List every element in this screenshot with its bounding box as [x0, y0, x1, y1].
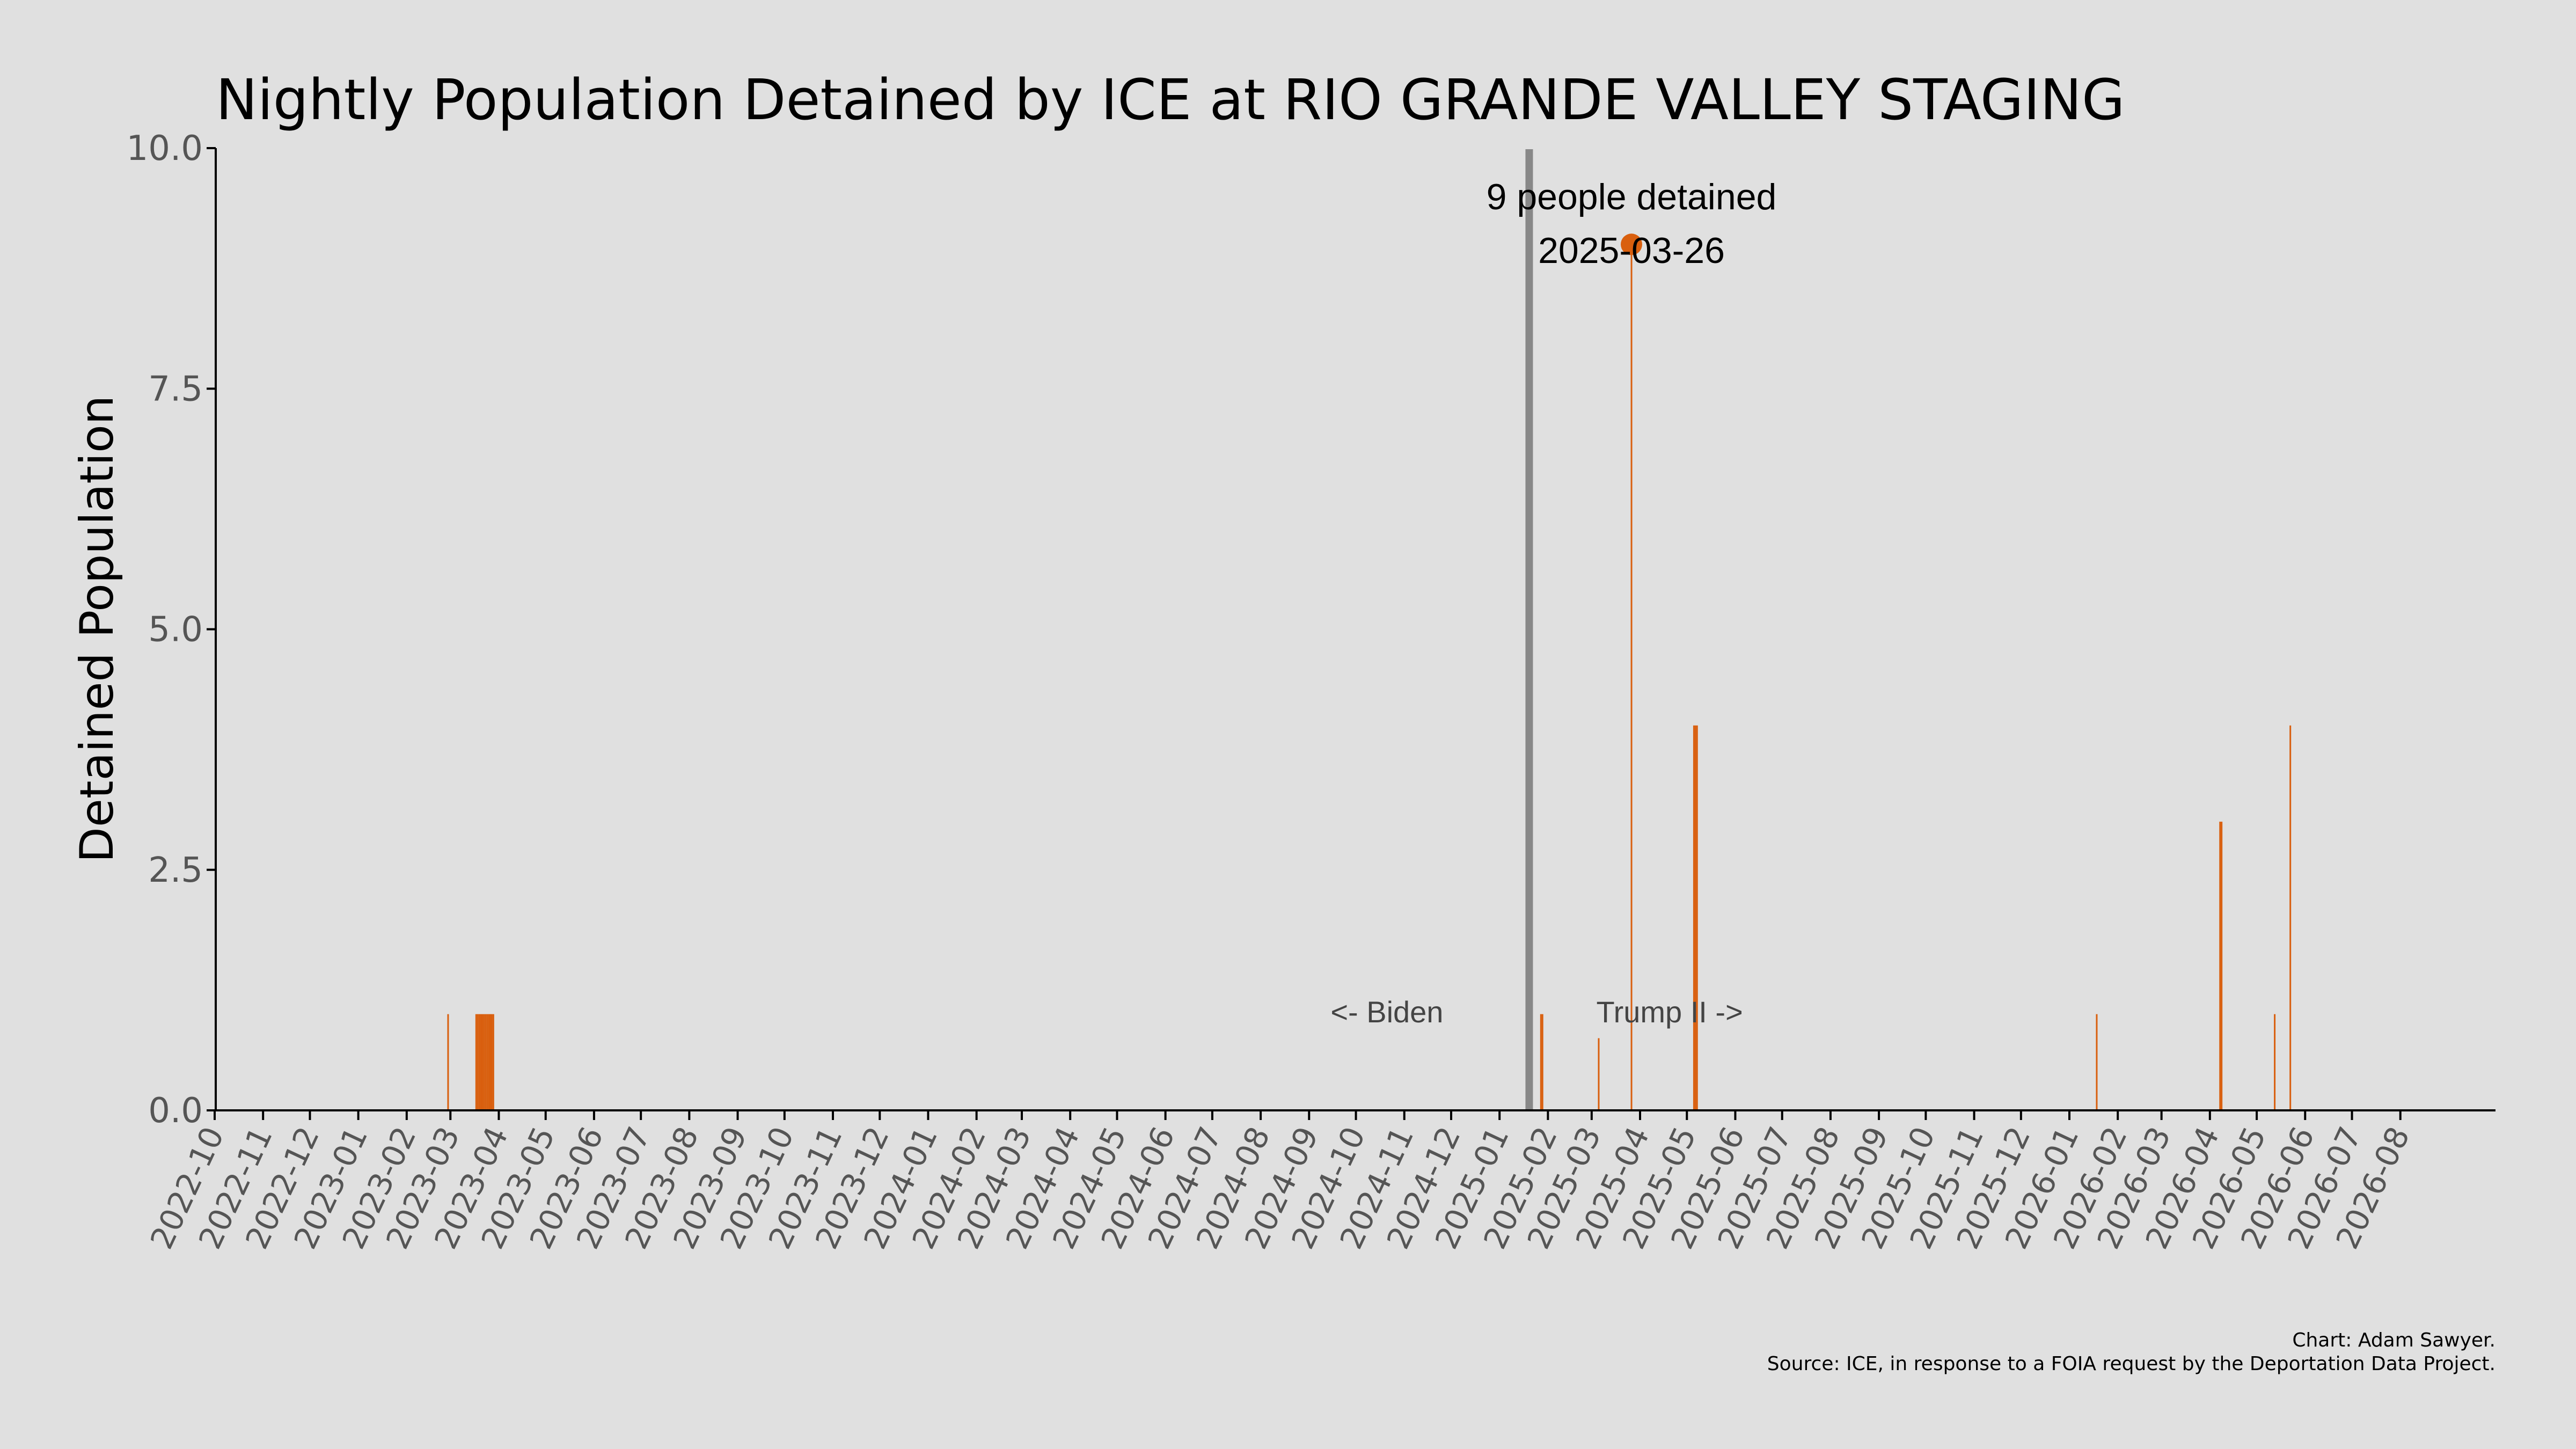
- peak-annotation-date: 2025-03-26: [1538, 230, 1725, 271]
- bar: [488, 1014, 490, 1110]
- bar: [492, 1014, 494, 1110]
- bar: [1693, 725, 1695, 1110]
- chart-title: Nightly Population Detained by ICE at RI…: [216, 67, 2125, 133]
- bar: [1598, 1038, 1600, 1110]
- y-tick-label: 7.5: [148, 369, 203, 409]
- bar: [475, 1014, 477, 1110]
- credit-source: Source: ICE, in response to a FOIA reque…: [1767, 1353, 2496, 1375]
- biden-era-label: <- Biden: [1330, 995, 1443, 1029]
- bar: [477, 1014, 479, 1110]
- y-tick-label: 2.5: [148, 851, 203, 890]
- bar: [483, 1014, 485, 1110]
- peak-marker: [1621, 233, 1642, 255]
- bar: [485, 1014, 487, 1110]
- y-axis-label: Detained Population: [70, 396, 124, 863]
- y-tick-label: 5.0: [148, 610, 203, 650]
- bar: [1696, 725, 1698, 1110]
- bar: [491, 1014, 493, 1110]
- bar: [2219, 822, 2221, 1110]
- bar: [2289, 725, 2292, 1110]
- bar: [447, 1014, 449, 1110]
- y-ticks: 0.0 2.5 5.0 7.5 10.0: [127, 129, 216, 1131]
- bar: [2221, 822, 2223, 1110]
- axes-layer: [215, 148, 2496, 1111]
- y-tick-label: 0.0: [148, 1091, 203, 1131]
- bar: [1694, 725, 1696, 1110]
- peak-annotation-count: 9 people detained: [1487, 177, 1777, 217]
- bar: [489, 1014, 491, 1110]
- bar: [2096, 1014, 2098, 1110]
- bar: [480, 1014, 482, 1110]
- bar: [486, 1014, 488, 1110]
- y-tick-label: 10.0: [127, 129, 203, 169]
- bars-layer: [447, 244, 2292, 1110]
- x-ticks: 2022-102022-112022-122023-012023-022023-…: [143, 1110, 2417, 1255]
- credit-author: Chart: Adam Sawyer.: [2292, 1329, 2496, 1351]
- bar: [2274, 1014, 2276, 1110]
- trump-era-label: Trump II ->: [1596, 995, 1743, 1029]
- bar: [478, 1014, 480, 1110]
- bar: [1541, 1014, 1543, 1110]
- bar: [1630, 244, 1633, 1110]
- bar: [481, 1014, 484, 1110]
- bar: [1540, 1014, 1542, 1110]
